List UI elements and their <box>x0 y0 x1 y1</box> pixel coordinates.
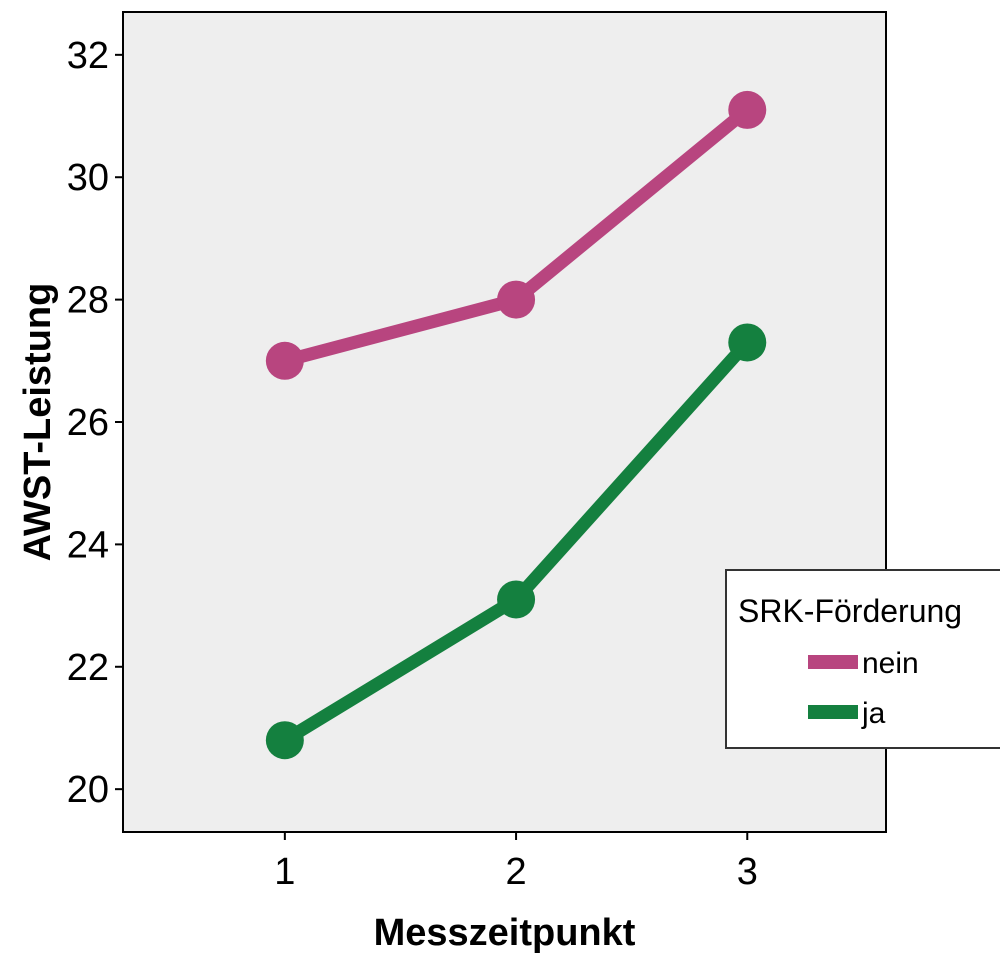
y-tick-label: 28 <box>67 280 109 322</box>
legend-items: nein ja <box>808 647 919 730</box>
legend-swatch-ja <box>808 705 858 719</box>
y-tick-label: 26 <box>67 402 109 444</box>
y-tick-label: 30 <box>67 157 109 199</box>
y-tick-label: 32 <box>67 35 109 77</box>
data-point-nein <box>728 90 767 129</box>
data-point-ja <box>728 323 767 362</box>
x-axis: 1 2 3 <box>274 832 758 893</box>
data-point-nein <box>265 341 304 380</box>
x-tick-label: 1 <box>274 851 295 893</box>
y-axis: 20 22 24 26 28 30 32 <box>67 35 123 811</box>
data-point-ja <box>497 580 536 619</box>
y-tick-label: 22 <box>67 647 109 689</box>
y-tick-label: 20 <box>67 769 109 811</box>
data-point-nein <box>497 280 536 319</box>
legend: SRK-Förderung nein ja <box>725 569 1000 749</box>
y-tick-label: 24 <box>67 524 109 566</box>
y-axis-title: AWST-Leistung <box>17 283 59 562</box>
legend-title: SRK-Förderung <box>738 593 962 629</box>
legend-label-nein: nein <box>862 647 919 680</box>
legend-box <box>725 569 1000 749</box>
legend-swatch-nein <box>808 655 858 669</box>
series-layer <box>265 90 767 760</box>
legend-label-ja: ja <box>861 697 886 730</box>
x-axis-title: Messzeitpunkt <box>374 912 636 954</box>
x-tick-label: 3 <box>737 851 758 893</box>
x-tick-label: 2 <box>505 851 526 893</box>
data-point-ja <box>265 721 304 760</box>
